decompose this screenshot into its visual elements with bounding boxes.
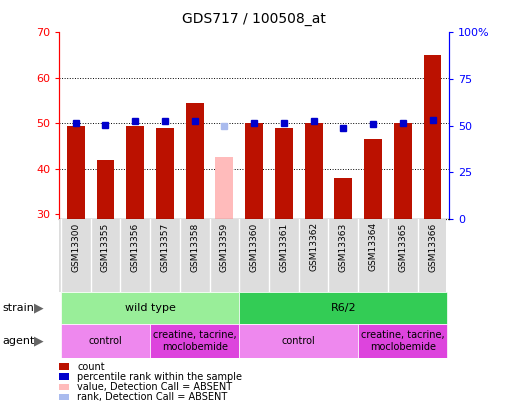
Text: rank, Detection Call = ABSENT: rank, Detection Call = ABSENT: [77, 392, 228, 402]
Bar: [275, 128, 293, 219]
Text: wild type: wild type: [124, 303, 175, 313]
Text: R6/2: R6/2: [331, 303, 356, 313]
Text: agent: agent: [3, 336, 35, 346]
Bar: [424, 55, 442, 219]
Text: control: control: [89, 336, 122, 346]
Bar: [61, 324, 150, 358]
Text: GSM13355: GSM13355: [101, 222, 110, 272]
Bar: [245, 123, 263, 219]
Bar: [67, 126, 85, 219]
Text: GSM13361: GSM13361: [279, 222, 288, 272]
Text: GSM13359: GSM13359: [220, 222, 229, 272]
Text: creatine, tacrine,
moclobemide: creatine, tacrine, moclobemide: [153, 330, 236, 352]
Text: GSM13366: GSM13366: [428, 222, 437, 272]
Bar: [61, 292, 239, 324]
Bar: [358, 324, 447, 358]
Text: count: count: [77, 362, 105, 371]
Bar: [304, 123, 322, 219]
Bar: [186, 103, 204, 219]
Text: GSM13363: GSM13363: [339, 222, 348, 272]
Bar: [96, 160, 115, 219]
Text: GSM13362: GSM13362: [309, 222, 318, 271]
Bar: [156, 128, 174, 219]
Text: value, Detection Call = ABSENT: value, Detection Call = ABSENT: [77, 382, 233, 392]
Bar: [394, 123, 412, 219]
Text: ▶: ▶: [34, 301, 43, 314]
Text: GSM13357: GSM13357: [160, 222, 169, 272]
Text: GSM13356: GSM13356: [131, 222, 140, 272]
Bar: [216, 158, 233, 219]
Text: GSM13364: GSM13364: [368, 222, 378, 271]
Text: GSM13360: GSM13360: [250, 222, 259, 272]
Text: percentile rank within the sample: percentile rank within the sample: [77, 372, 243, 382]
Text: GSM13358: GSM13358: [190, 222, 199, 272]
Text: strain: strain: [3, 303, 35, 313]
Text: GSM13365: GSM13365: [398, 222, 407, 272]
Bar: [150, 324, 239, 358]
Text: creatine, tacrine,
moclobemide: creatine, tacrine, moclobemide: [361, 330, 445, 352]
Text: ▶: ▶: [34, 335, 43, 348]
Bar: [239, 324, 358, 358]
Bar: [364, 139, 382, 219]
Bar: [334, 178, 352, 219]
Bar: [239, 292, 447, 324]
Text: control: control: [282, 336, 316, 346]
Text: GDS717 / 100508_at: GDS717 / 100508_at: [182, 12, 326, 26]
Bar: [126, 126, 144, 219]
Text: GSM13300: GSM13300: [71, 222, 80, 272]
